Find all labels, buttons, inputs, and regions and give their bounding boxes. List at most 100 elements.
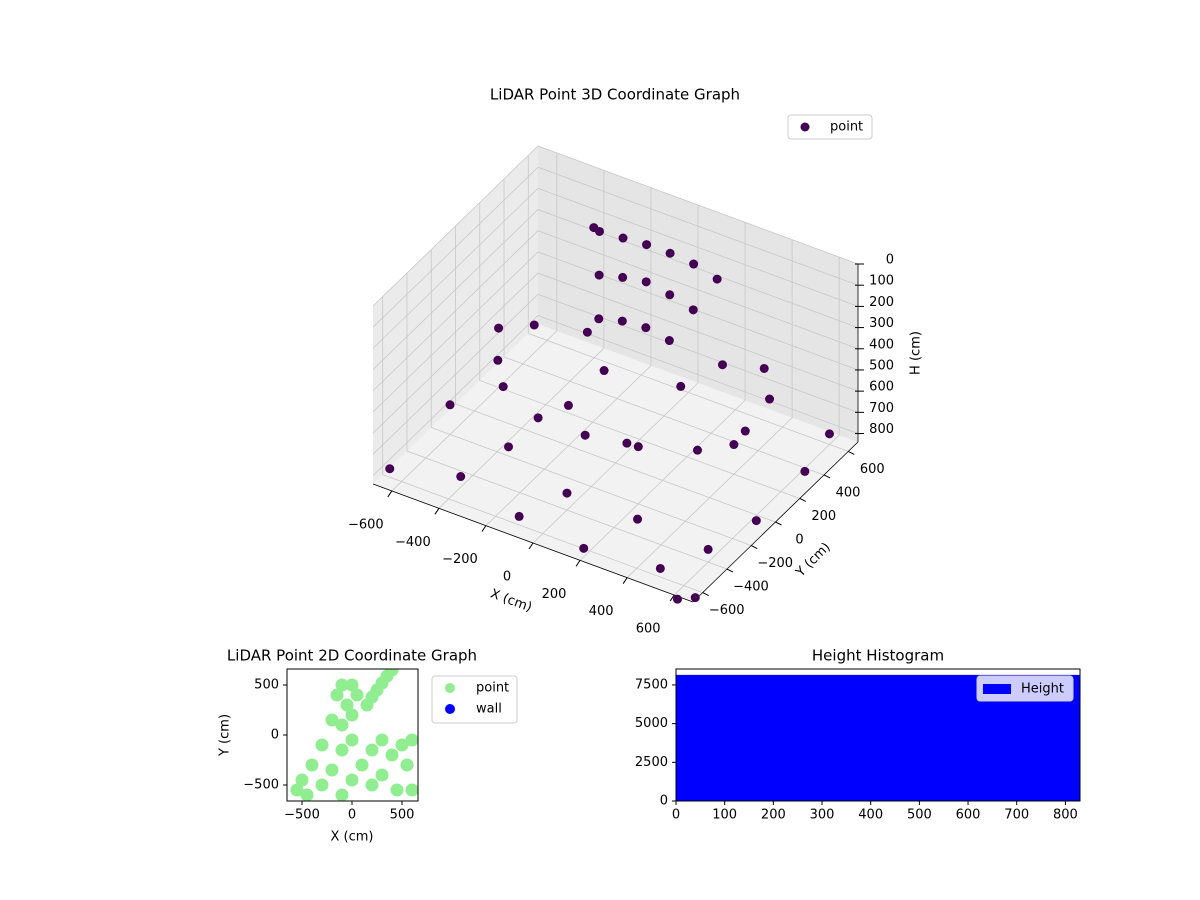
legend-box xyxy=(787,114,873,140)
title: Height Histogram xyxy=(812,647,944,665)
tick-mark xyxy=(702,592,709,597)
x-tick-label: 300 xyxy=(810,808,835,823)
point xyxy=(824,429,834,439)
point xyxy=(641,277,651,287)
point xyxy=(345,678,359,692)
legend-swatch xyxy=(983,684,1011,694)
grid-line xyxy=(485,187,652,526)
point xyxy=(688,305,698,315)
point xyxy=(405,783,418,797)
point xyxy=(672,594,682,604)
x-tick-label: 800 xyxy=(1053,808,1078,823)
z-axis-label: H (cm) xyxy=(909,331,924,375)
x-tick-label: 200 xyxy=(542,587,567,602)
x-tick-label: 500 xyxy=(907,808,932,823)
grid-line xyxy=(372,230,859,392)
tick-mark xyxy=(799,498,806,502)
legend-marker xyxy=(800,122,810,132)
point xyxy=(355,758,369,772)
x-tick-label: 400 xyxy=(858,808,883,823)
grid-line xyxy=(372,272,859,434)
y-tick-label: 0 xyxy=(660,794,668,809)
grid-line xyxy=(673,257,840,596)
point xyxy=(504,442,514,452)
y-tick-label: 0 xyxy=(795,533,803,548)
point xyxy=(703,544,713,554)
x-tick-label: 100 xyxy=(712,808,737,823)
y-tick-label: −400 xyxy=(733,580,769,595)
z-tick-label: 200 xyxy=(869,295,894,310)
point xyxy=(729,440,739,450)
point xyxy=(563,400,573,410)
tick-mark xyxy=(528,542,534,550)
grid-line xyxy=(372,293,859,455)
point xyxy=(335,718,349,732)
legend-label: point xyxy=(830,120,863,135)
point xyxy=(533,413,543,423)
point xyxy=(689,259,699,269)
point xyxy=(655,563,665,573)
grid-line xyxy=(372,187,859,349)
point xyxy=(580,430,590,440)
grid-line xyxy=(579,222,746,561)
point xyxy=(315,738,329,752)
x-axis-label: X (cm) xyxy=(488,587,534,616)
point xyxy=(405,733,418,747)
x-tick-label: 0 xyxy=(503,570,511,585)
point xyxy=(325,763,339,777)
plot-area xyxy=(290,669,418,801)
point xyxy=(345,733,359,747)
x-tick-label: 0 xyxy=(672,808,680,823)
grid-line xyxy=(479,202,800,499)
point xyxy=(345,708,359,722)
legend-marker xyxy=(445,683,455,693)
tick-mark xyxy=(848,450,855,455)
tick-mark xyxy=(387,490,393,498)
point xyxy=(641,323,651,333)
x-tick-label: −400 xyxy=(395,535,431,550)
y-tick-label: −200 xyxy=(757,556,793,571)
point xyxy=(315,778,329,792)
tick-mark xyxy=(823,474,831,479)
point xyxy=(589,223,599,233)
point xyxy=(456,472,466,482)
tick-mark xyxy=(481,525,487,532)
point xyxy=(676,381,686,391)
x-tick-label: 600 xyxy=(956,808,981,823)
z-tick-label: 800 xyxy=(869,422,894,437)
point xyxy=(385,669,399,677)
point xyxy=(365,743,379,757)
point xyxy=(765,394,775,404)
x-tick-label: 200 xyxy=(761,808,786,823)
grid-line xyxy=(455,226,776,523)
y-tick-label: 200 xyxy=(811,509,836,524)
point xyxy=(759,363,769,373)
y-tick-label: −600 xyxy=(709,603,745,618)
grid-line xyxy=(406,273,728,570)
x-tick-label: 500 xyxy=(390,808,415,823)
point xyxy=(330,688,344,702)
point xyxy=(562,488,572,498)
axis-line xyxy=(692,441,859,603)
point xyxy=(290,783,304,797)
y-tick-label: 0 xyxy=(271,728,279,743)
grid-line xyxy=(372,315,859,476)
point xyxy=(594,270,604,280)
grid-line xyxy=(527,155,849,452)
point xyxy=(665,248,675,258)
tick-mark xyxy=(669,594,675,602)
point xyxy=(582,327,592,337)
z-tick-label: 500 xyxy=(869,358,894,373)
grid-line xyxy=(626,239,793,578)
z-tick-label: 0 xyxy=(886,253,894,268)
grid-line xyxy=(372,166,859,328)
grid-line xyxy=(372,145,859,307)
point xyxy=(498,382,508,392)
legend-marker xyxy=(445,704,455,714)
point xyxy=(300,788,314,801)
grid-line xyxy=(372,251,859,413)
y-axis-label: Y (cm) xyxy=(218,714,233,757)
point xyxy=(325,713,339,727)
x-tick-label: 400 xyxy=(589,604,614,619)
